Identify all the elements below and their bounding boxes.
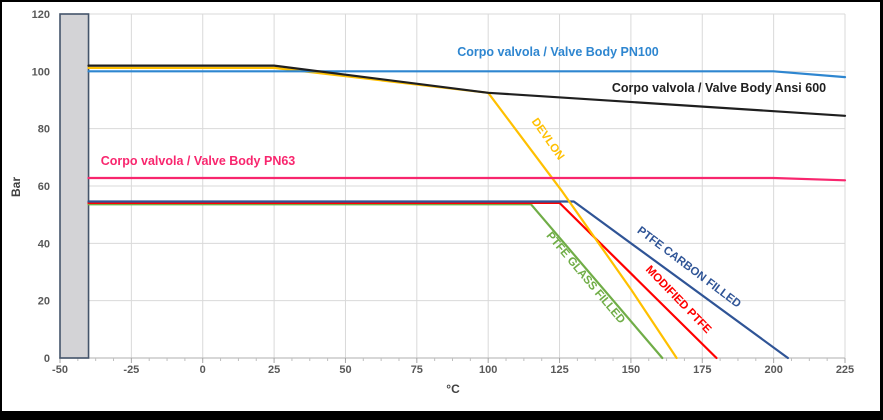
y-tick-label-20: 20 (38, 296, 50, 308)
y-tick-label-100: 100 (32, 66, 50, 78)
x-tick-label-225: 225 (836, 364, 854, 376)
series-label-ptfe-glass-filled: PTFE GLASS FILLED (544, 230, 628, 326)
series-line-corpo-valvola-valve-body-pn63 (87, 176, 847, 182)
y-tick-label-60: 60 (38, 181, 50, 193)
series-line-ptfe-glass-filled (87, 203, 664, 360)
y-tick-label-120: 120 (32, 9, 50, 21)
x-tick-label-150: 150 (622, 364, 640, 376)
x-tick-label-200: 200 (764, 364, 782, 376)
x-tick-label-25: 25 (268, 364, 280, 376)
x-tick-label-75: 75 (411, 364, 423, 376)
series-label-corpo-valvola-valve-body-pn100: Corpo valvola / Valve Body PN100 (457, 45, 659, 59)
x-tick-label--50: -50 (52, 364, 68, 376)
y-tick-label-80: 80 (38, 124, 50, 136)
series-label-corpo-valvola-valve-body-pn63: Corpo valvola / Valve Body PN63 (101, 154, 296, 168)
x-axis-title: °C (446, 382, 460, 396)
x-tick-label-100: 100 (479, 364, 497, 376)
series-label-corpo-valvola-valve-body-ansi-600: Corpo valvola / Valve Body Ansi 600 (612, 81, 826, 95)
series-line-corpo-valvola-valve-body-pn100 (87, 70, 847, 79)
y-tick-label-0: 0 (44, 353, 50, 365)
series-line-devlon (87, 66, 678, 360)
series-line-corpo-valvola-valve-body-ansi-600 (87, 64, 847, 117)
x-tick-label--25: -25 (123, 364, 139, 376)
x-tick-label-0: 0 (200, 364, 206, 376)
y-tick-label-40: 40 (38, 238, 50, 250)
x-tick-label-125: 125 (550, 364, 568, 376)
minimum-temperature-band (59, 13, 90, 359)
x-tick-label-50: 50 (339, 364, 351, 376)
series-line-modified-ptfe (87, 201, 718, 360)
x-tick-label-175: 175 (693, 364, 711, 376)
series-line-ptfe-carbon-filled (87, 200, 790, 360)
